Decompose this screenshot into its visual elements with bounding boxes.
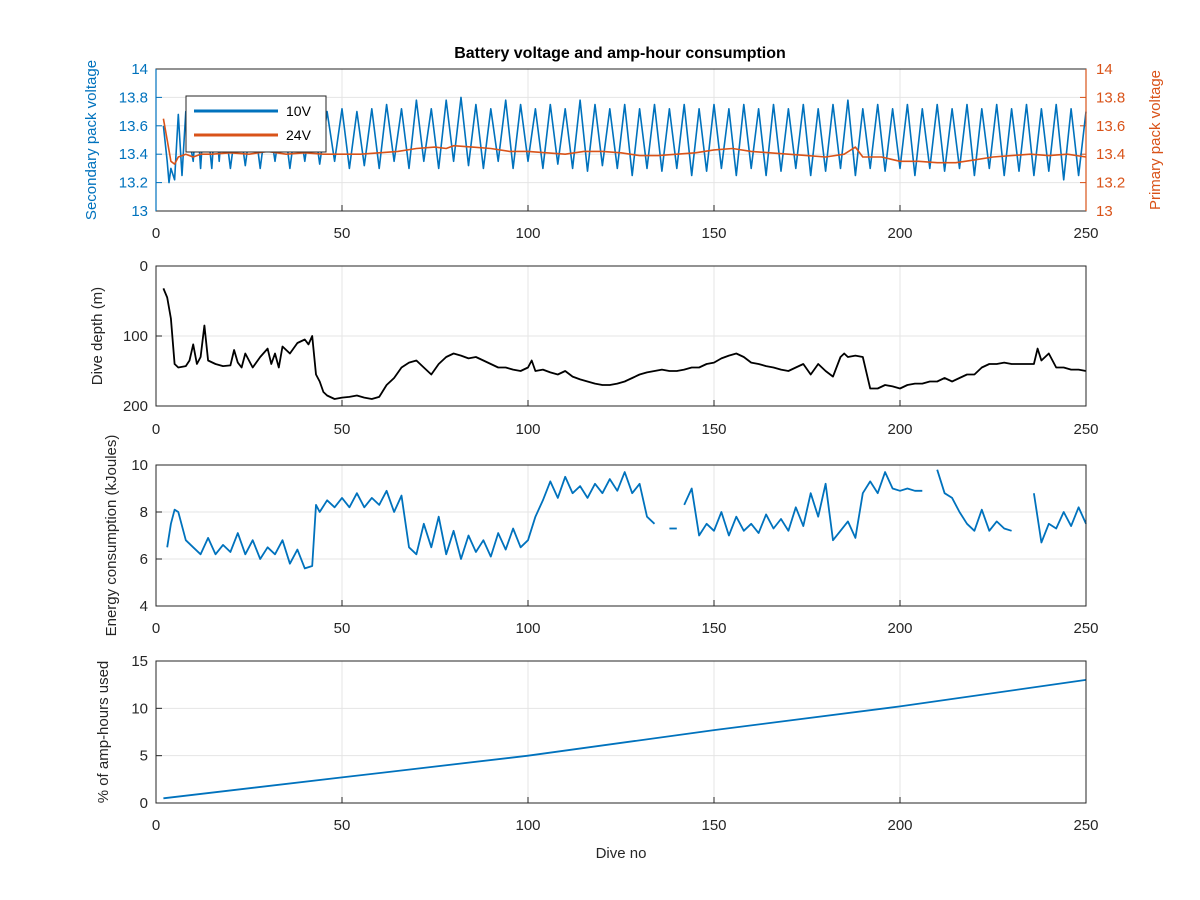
x-tick-label: 100 [515, 620, 540, 637]
legend-label-24v: 24V [286, 127, 312, 143]
y-right-tick-label: 14 [1096, 61, 1113, 78]
x-tick-label: 250 [1073, 817, 1098, 834]
y-right-tick-label: 13 [1096, 203, 1113, 220]
series-line-24v [162, 118, 1087, 165]
subplot-3: 0 50 100 150 200 250 4 6 8 10 Energy consumption (… [103, 435, 1099, 637]
y-right-axis-title: Primary pack voltage [1147, 70, 1164, 210]
y-tick-label: 13 [131, 203, 148, 220]
y-axis-title: Energy consumption (kJoules) [103, 435, 120, 637]
x-tick-label: 250 [1073, 225, 1098, 242]
y-tick-label: 4 [140, 598, 148, 615]
subplot-4: 0 50 100 150 200 250 0 5 10 15 % of amp-hours used… [95, 653, 1099, 862]
series-line-1 [162, 288, 1087, 400]
plot-area [156, 661, 1086, 803]
x-tick-label: 50 [334, 620, 351, 637]
x-tick-label: 250 [1073, 620, 1098, 637]
series-line-1-segment-3 [683, 471, 923, 542]
y-tick-label: 15 [131, 653, 148, 670]
series-line-10v [162, 96, 1087, 184]
plot-area [156, 465, 1086, 606]
series-line-1-segment-4 [936, 469, 1012, 532]
y-tick-label: 13.8 [119, 89, 148, 106]
legend: 10V 24V [185, 95, 327, 153]
y-tick-label: 5 [140, 748, 148, 765]
x-tick-label: 200 [887, 421, 912, 438]
series-line-1-segment-5 [1033, 493, 1087, 544]
x-tick-label: 250 [1073, 421, 1098, 438]
y-tick-label: 14 [131, 61, 148, 78]
y-right-tick-label: 13.6 [1096, 118, 1125, 135]
y-tick-label: 0 [140, 258, 148, 275]
x-tick-label: 200 [887, 817, 912, 834]
x-tick-label: 0 [152, 225, 160, 242]
x-tick-label: 150 [701, 421, 726, 438]
y-tick-label: 13.4 [119, 146, 148, 163]
x-tick-label: 200 [887, 620, 912, 637]
y-axis-title: Dive depth (m) [89, 287, 106, 385]
x-tick-label: 150 [701, 817, 726, 834]
y-tick-label: 10 [131, 457, 148, 474]
legend-box [185, 95, 327, 153]
x-tick-label: 100 [515, 817, 540, 834]
x-axis-title: Dive no [596, 845, 647, 862]
y-tick-label: 13.2 [119, 175, 148, 192]
x-tick-label: 50 [334, 225, 351, 242]
legend-label-10v: 10V [286, 103, 312, 119]
y-right-tick-label: 13.8 [1096, 89, 1125, 106]
x-tick-label: 0 [152, 421, 160, 438]
series-line-1 [163, 679, 1087, 800]
x-tick-label: 50 [334, 817, 351, 834]
subplot-1: 0 50 100 150 200 250 13 13.2 13.4 13.6 13.8 14 13 13.… [83, 60, 1164, 242]
y-tick-label: 13.6 [119, 118, 148, 135]
y-tick-label: 6 [140, 551, 148, 568]
x-tick-label: 150 [701, 620, 726, 637]
y-tick-label: 100 [123, 328, 148, 345]
y-tick-label: 200 [123, 398, 148, 415]
x-tick-label: 0 [152, 620, 160, 637]
y-axis-title: Secondary pack voltage [83, 60, 100, 220]
axes-box [155, 464, 1087, 607]
x-tick-label: 200 [887, 225, 912, 242]
x-tick-label: 0 [152, 817, 160, 834]
y-tick-label: 10 [131, 700, 148, 717]
axes-box [155, 660, 1087, 804]
y-right-tick-label: 13.4 [1096, 146, 1125, 163]
x-tick-label: 150 [701, 225, 726, 242]
x-tick-label: 100 [515, 225, 540, 242]
y-right-tick-label: 13.2 [1096, 175, 1125, 192]
y-tick-label: 0 [140, 795, 148, 812]
x-tick-label: 50 [334, 421, 351, 438]
series-line-1-segment-1 [166, 471, 656, 570]
figure-title: Battery voltage and amp-hour consumption [454, 45, 786, 62]
axes-box [155, 265, 1087, 407]
y-tick-label: 8 [140, 504, 148, 521]
x-tick-label: 100 [515, 421, 540, 438]
y-axis-title: % of amp-hours used [95, 661, 112, 804]
subplot-2: 0 50 100 150 200 250 0 100 200 Dive depth (m) [89, 258, 1099, 438]
